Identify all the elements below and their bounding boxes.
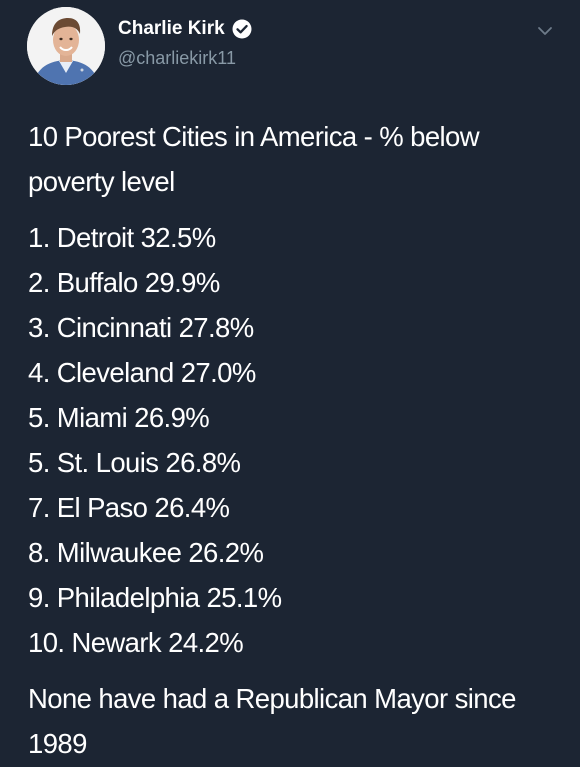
- tweet-footer: None have had a Republican Mayor since 1…: [28, 683, 516, 759]
- list-item: 7. El Paso 26.4%: [28, 492, 230, 523]
- chevron-down-icon[interactable]: [536, 22, 554, 40]
- list-item: 2. Buffalo 29.9%: [28, 267, 220, 298]
- profile-photo: [27, 7, 105, 85]
- author-name-row[interactable]: Charlie Kirk: [118, 18, 252, 40]
- avatar[interactable]: [27, 7, 105, 85]
- list-item: 3. Cincinnati 27.8%: [28, 312, 254, 343]
- verified-badge-icon: [232, 19, 252, 39]
- list-item: 4. Cleveland 27.0%: [28, 357, 256, 388]
- list-item: 10. Newark 24.2%: [28, 627, 244, 658]
- list-item: 5. Miami 26.9%: [28, 402, 210, 433]
- tweet-text: 10 Poorest Cities in America - % below p…: [28, 114, 568, 766]
- author-display-name[interactable]: Charlie Kirk: [118, 18, 225, 39]
- author-handle[interactable]: @charliekirk11: [118, 48, 236, 68]
- ranking-list: 1. Detroit 32.5% 2. Buffalo 29.9% 3. Cin…: [28, 215, 568, 665]
- list-item: 8. Milwaukee 26.2%: [28, 537, 264, 568]
- list-item: 9. Philadelphia 25.1%: [28, 582, 282, 613]
- list-item: 5. St. Louis 26.8%: [28, 447, 241, 478]
- list-item: 1. Detroit 32.5%: [28, 222, 216, 253]
- tweet-headline: 10 Poorest Cities in America - % below p…: [28, 121, 480, 197]
